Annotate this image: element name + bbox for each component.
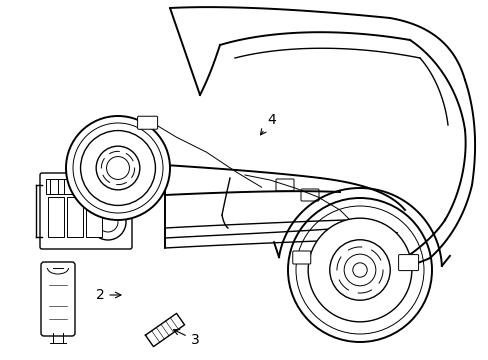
Circle shape [352, 263, 366, 277]
FancyBboxPatch shape [301, 189, 318, 201]
Bar [106, 179, 114, 194]
Bar [67, 197, 83, 237]
FancyBboxPatch shape [398, 255, 418, 271]
FancyBboxPatch shape [275, 179, 293, 191]
Text: 5: 5 [371, 231, 399, 249]
Bar [86, 197, 102, 237]
Bar [78, 179, 86, 194]
FancyBboxPatch shape [292, 251, 310, 264]
Bar [46, 179, 126, 194]
Circle shape [344, 254, 375, 286]
FancyBboxPatch shape [40, 173, 132, 249]
Circle shape [106, 157, 129, 179]
Circle shape [66, 116, 170, 220]
Bar [64, 179, 72, 194]
Circle shape [90, 204, 126, 240]
Circle shape [329, 240, 389, 300]
Circle shape [81, 131, 155, 206]
FancyBboxPatch shape [137, 116, 157, 129]
Circle shape [307, 218, 411, 322]
Bar [50, 179, 58, 194]
Text: 4: 4 [260, 113, 276, 135]
Bar [92, 179, 100, 194]
Text: 2: 2 [96, 288, 121, 302]
Text: 3: 3 [173, 330, 199, 347]
Text: 1: 1 [67, 156, 96, 176]
Bar [48, 197, 64, 237]
FancyBboxPatch shape [41, 262, 75, 336]
Circle shape [96, 146, 140, 190]
